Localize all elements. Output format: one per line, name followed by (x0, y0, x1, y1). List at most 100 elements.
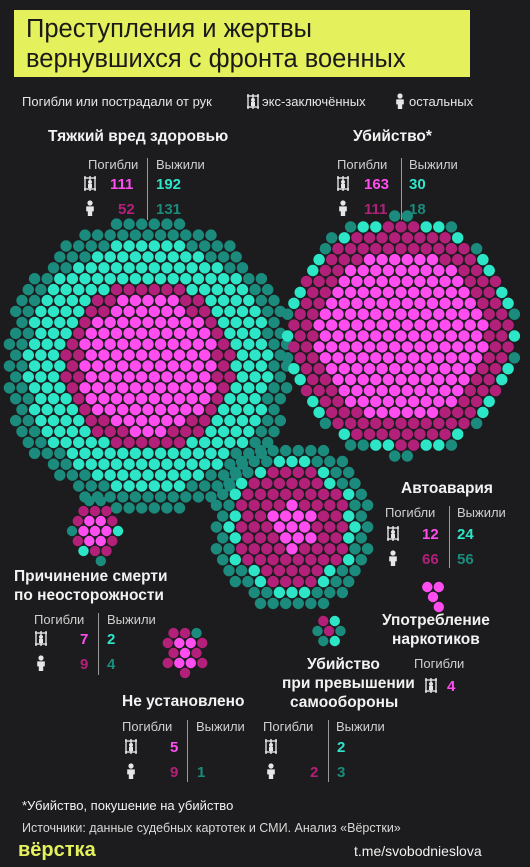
bubble-dot (129, 294, 142, 307)
bubble-dot (249, 436, 261, 449)
bubble-dot (427, 591, 439, 603)
bubble-dot (79, 469, 91, 481)
bubble-dot (307, 264, 319, 277)
bubble-dot (294, 330, 306, 342)
bubble-dot (173, 436, 186, 449)
bubble-dot (267, 444, 279, 457)
bubble-dot (180, 229, 192, 241)
bubble-dot (148, 371, 160, 383)
bubble-dot (91, 229, 104, 241)
bubble-dot (180, 425, 192, 438)
bubble-dot (401, 341, 413, 353)
bubble-dot (173, 218, 186, 230)
bubble-dot (91, 251, 104, 263)
bubble-dot (319, 286, 332, 299)
bubble-dot (230, 382, 242, 394)
bubble-dot (47, 283, 60, 296)
bubble-dot (268, 403, 280, 416)
bubble-dot (136, 414, 148, 427)
bubble-dot (255, 425, 268, 438)
bubble-dot (199, 283, 211, 296)
bubble-dot (41, 447, 53, 459)
bubble-dot (174, 657, 185, 669)
bubble-dot (318, 615, 329, 627)
bubble-dot (199, 349, 211, 361)
bubble-dot (319, 243, 332, 255)
bubble-dot (243, 382, 255, 394)
bubble-dot (41, 382, 53, 394)
bubble-dot (370, 286, 382, 299)
bubble-dot (298, 455, 311, 468)
bubble-dot (230, 294, 242, 307)
bubble-dot (73, 262, 85, 274)
bubble-dot (317, 488, 330, 500)
murder-surv-other: 18 (409, 201, 426, 218)
bubble-dot (489, 297, 502, 309)
bubble-dot (210, 521, 223, 533)
bubble-dot (161, 458, 173, 470)
bubble-dot (401, 363, 413, 375)
bubble-dot (180, 491, 192, 503)
drugs-died-convict: 4 (447, 678, 456, 695)
bubble-dot (401, 406, 413, 419)
bubble-dot (230, 316, 242, 329)
bubble-dot (154, 360, 167, 372)
bubble-dot (311, 455, 323, 468)
bubble-dot (129, 360, 142, 372)
bubble-dot (16, 316, 28, 329)
bubble-dot (186, 458, 198, 470)
bubble-dot (433, 264, 445, 277)
bubble-dot (211, 305, 223, 318)
bubble-dot (41, 360, 53, 372)
bubble-dot (104, 229, 116, 241)
bubble-dot (395, 243, 407, 255)
bubble-dot (161, 371, 173, 383)
footnote: *Убийство, покушение на убийство (22, 798, 234, 813)
bubble-dot (389, 275, 401, 288)
bubble-dot (47, 458, 60, 470)
bubble-dot (117, 382, 129, 394)
bubble-dot (73, 349, 85, 361)
bubble-dot (330, 554, 342, 566)
bubble-dot (452, 341, 464, 353)
bubble-dot (332, 308, 344, 320)
selfdef-divider (328, 720, 329, 782)
bubble-dot (332, 243, 344, 255)
bubble-dot (236, 262, 249, 274)
bubble-dot (217, 403, 230, 416)
bubble-dot (235, 477, 248, 490)
bubble-dot (273, 521, 286, 533)
channel-link[interactable]: t.me/svobodnieslova (354, 843, 482, 859)
unknown-died-other: 9 (170, 764, 179, 781)
bubble-dot (370, 330, 382, 342)
bubble-dot (319, 330, 332, 342)
bubble-dot (489, 275, 502, 288)
bubble-dot (249, 393, 261, 405)
neglig-died-label: Погибли (34, 612, 85, 627)
bubble-dot (452, 384, 464, 397)
bubble-dot (324, 543, 336, 555)
bubble-dot (78, 525, 89, 537)
bubble-dot (110, 371, 123, 383)
bubble-dot (261, 455, 273, 468)
bubble-dot (98, 371, 110, 383)
bubble-dot (248, 477, 260, 490)
bubble-dot (248, 521, 260, 533)
bubble-dot (324, 499, 336, 511)
bubble-dot (344, 395, 357, 408)
bubble-dot (344, 439, 357, 451)
bubble-dot (458, 352, 470, 364)
bubble-dot (142, 382, 154, 394)
bubble-dot (117, 469, 129, 481)
bubble-dot (401, 253, 413, 266)
bubble-dot (60, 371, 72, 383)
bubble-dot (343, 554, 355, 566)
bubble-dot (66, 382, 79, 394)
bubble-dot (407, 286, 420, 299)
bubble-dot (357, 395, 369, 408)
bubble-dot (249, 414, 261, 427)
bubble-dot (351, 253, 363, 266)
bubble-dot (28, 273, 41, 285)
bubble-dot (101, 545, 112, 557)
bubble-dot (349, 521, 361, 533)
